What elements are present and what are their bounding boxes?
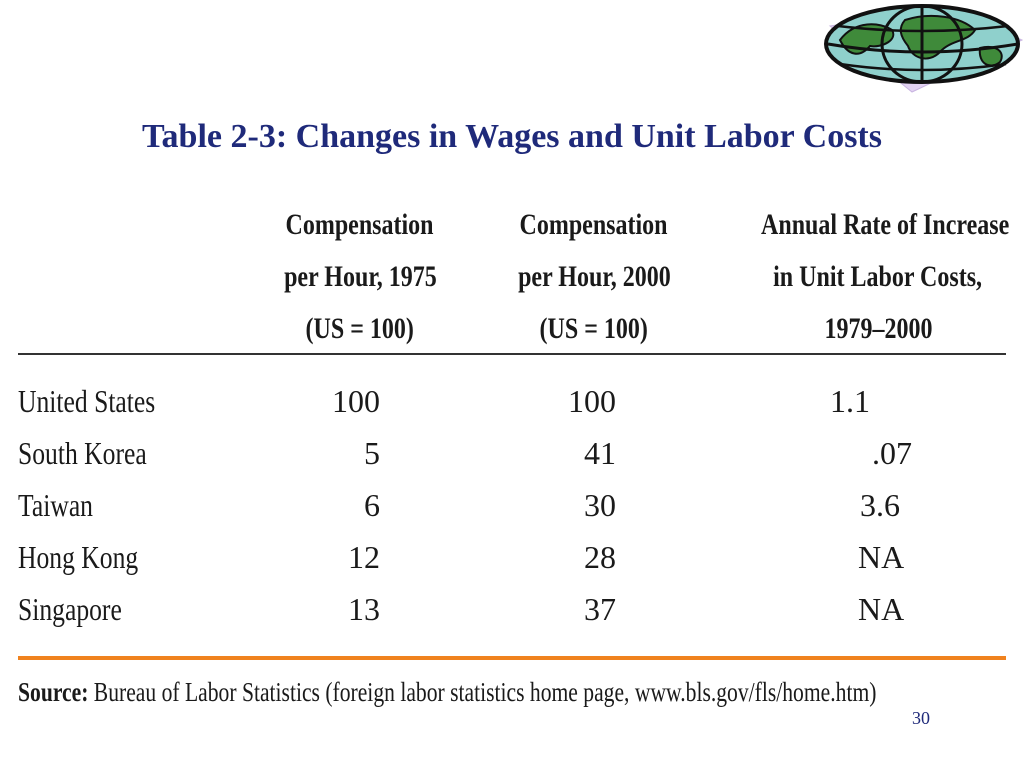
comp-1975-cell: 5 bbox=[364, 435, 380, 471]
comp-1975-cell: 6 bbox=[364, 487, 380, 523]
header-divider bbox=[18, 353, 1006, 355]
comp-1975-cell: 13 bbox=[348, 591, 380, 627]
ulc-cell: NA bbox=[858, 539, 905, 575]
country-cell: Hong Kong bbox=[18, 539, 139, 575]
source-note: Source: Bureau of Labor Statistics (fore… bbox=[18, 672, 1018, 712]
country-cell: United States bbox=[18, 383, 156, 419]
country-cell: Taiwan bbox=[18, 487, 93, 523]
column-header-comp-1975: Compensation per Hour, 1975 (US = 100) bbox=[283, 208, 437, 345]
comp-2000-cell: 30 bbox=[584, 487, 616, 523]
footer-divider bbox=[18, 656, 1006, 660]
column-header-ulc-increase: Annual Rate of Increase in Unit Labor Co… bbox=[761, 208, 1010, 345]
column-header-comp-2000: Compensation per Hour, 2000 (US = 100) bbox=[517, 208, 671, 345]
comp-1975-cell: 100 bbox=[332, 383, 380, 419]
comp-1975-cell: 12 bbox=[348, 539, 380, 575]
comp-2000-cell: 37 bbox=[584, 591, 616, 627]
ulc-cell: 1.1 bbox=[830, 383, 870, 419]
comp-2000-cell: 28 bbox=[584, 539, 616, 575]
slide-title: Table 2-3: Changes in Wages and Unit Lab… bbox=[142, 118, 882, 155]
source-text: Bureau of Labor Statistics (foreign labo… bbox=[93, 677, 877, 707]
table-row: Hong Kong 12 28 NA bbox=[0, 531, 1024, 583]
source-label: Source: bbox=[18, 677, 89, 707]
country-cell: Singapore bbox=[18, 591, 122, 627]
comp-2000-cell: 41 bbox=[584, 435, 616, 471]
globe-icon bbox=[824, 4, 1024, 93]
page-number: 30 bbox=[912, 708, 930, 728]
table-row: Taiwan 6 30 3.6 bbox=[0, 479, 1024, 531]
table-header: Compensation per Hour, 1975 (US = 100) C… bbox=[0, 195, 1024, 355]
country-cell: South Korea bbox=[18, 435, 147, 471]
ulc-cell: 3.6 bbox=[860, 487, 900, 523]
ulc-cell: .07 bbox=[872, 435, 912, 471]
table-row: Singapore 13 37 NA bbox=[0, 583, 1024, 635]
table-row: South Korea 5 41 .07 bbox=[0, 427, 1024, 479]
ulc-cell: NA bbox=[858, 591, 905, 627]
table-row: United States 100 100 1.1 bbox=[0, 375, 1024, 427]
comp-2000-cell: 100 bbox=[568, 383, 616, 419]
